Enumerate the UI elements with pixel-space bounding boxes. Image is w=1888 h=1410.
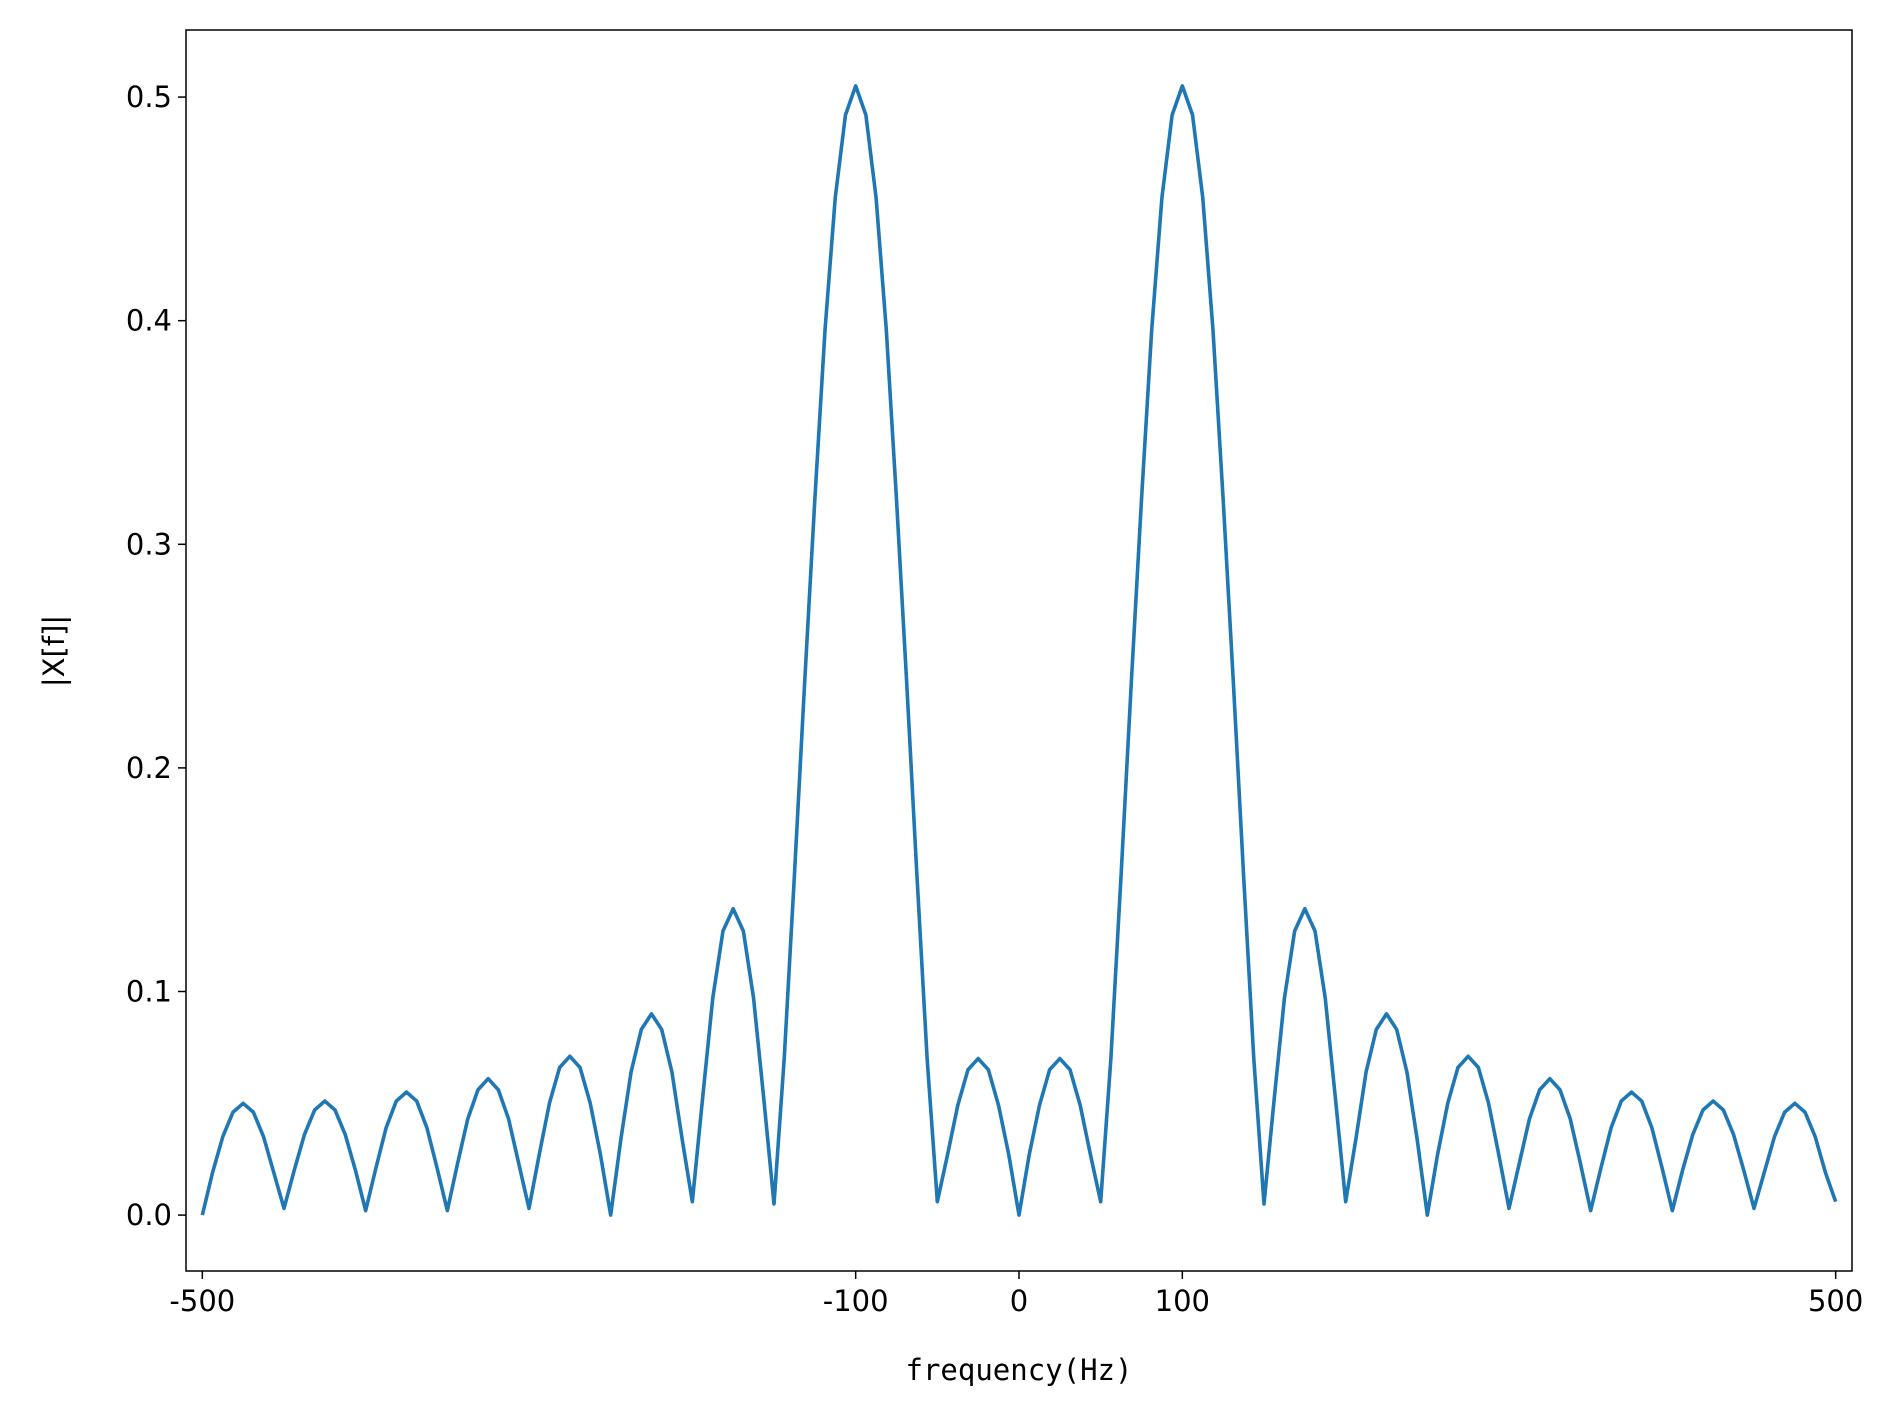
x-tick-label: 500: [1808, 1284, 1863, 1318]
x-tick-label: -500: [169, 1284, 235, 1318]
x-tick-label: -100: [823, 1284, 889, 1318]
line-series: [200, 84, 1838, 1217]
y-tick-label: 0.1: [126, 974, 172, 1008]
y-tick-label: 0.2: [126, 751, 172, 785]
y-tick-label: 0.5: [126, 80, 172, 114]
y-tick-label: 0.4: [126, 304, 172, 338]
x-tick-label: 0: [1010, 1284, 1028, 1318]
x-axis-label: frequency(Hz): [906, 1353, 1133, 1387]
plot-frame: [185, 29, 1853, 1272]
y-tick-label: 0.3: [126, 527, 172, 561]
y-tick-label: 0.0: [126, 1198, 172, 1232]
x-tick-label: 100: [1155, 1284, 1210, 1318]
y-axis-label: |X[f]|: [37, 615, 71, 687]
